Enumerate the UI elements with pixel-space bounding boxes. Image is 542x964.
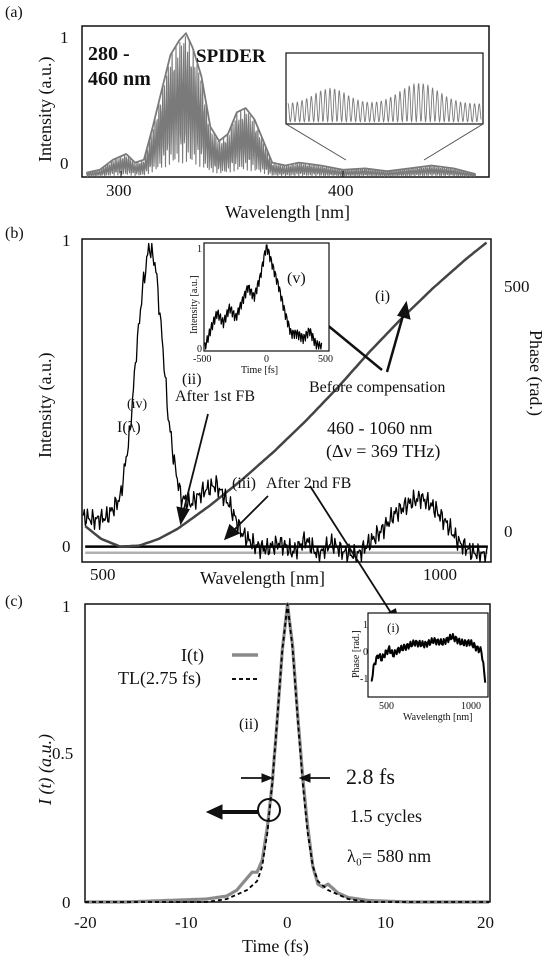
panel-b: (b) 1 0 500 0 500 1000 Wavelength [nm] I… (5, 225, 542, 626)
panel-a-inset-zoom-line-left (285, 123, 347, 161)
panel-b-inset-xtick-500: 500 (318, 354, 333, 365)
panel-a-ylabel: Intensity (a.u.) (35, 57, 56, 162)
panel-b-inset-ytick-0: 0 (197, 344, 202, 355)
panel-c-xtick-0: 0 (283, 913, 292, 932)
panel-b-phase-before-compensation (84, 241, 488, 548)
panel-c-series-It (84, 602, 490, 904)
panel-a-label: (a) (5, 4, 23, 21)
panel-c-inset-xtick-500: 500 (379, 701, 394, 712)
panel-c: (c) 1 0.5 0 -20 -10 0 10 20 Time (fs) I … (5, 593, 494, 957)
panel-b-frame (81, 238, 492, 563)
panel-c-ytick-0: 0 (62, 893, 71, 912)
panel-c-fwhm-arrow-left-head (261, 773, 274, 783)
panel-b-inset-ytick-1: 1 (197, 244, 202, 255)
panel-a-inset-series (287, 83, 482, 123)
panel-b-arrow-1stFB (182, 413, 209, 514)
panel-b-ylabel-right: Phase (rad.) (525, 330, 542, 416)
panel-c-series (84, 602, 490, 904)
panel-a-range-line1: 280 - (88, 43, 130, 65)
panel-b-xlabel: Wavelength [nm] (200, 568, 325, 588)
panel-c-inset-xlabel: Wavelength [nm] (403, 712, 472, 723)
panel-b-label-iv: (iv) (127, 397, 148, 412)
panel-a-spectrum-fringes (85, 36, 477, 178)
panel-c-inset-ylabel: Phase [rad.] (351, 630, 362, 678)
panel-a-xlabel: Wavelength [nm] (225, 202, 350, 222)
panel-a-xtick-300: 300 (106, 181, 132, 200)
panel-c-inset-label: (i) (387, 620, 399, 635)
panel-c-ylabel: I (t) (a.u.) (35, 734, 56, 806)
panel-b-inset-label-v: (v) (287, 270, 306, 287)
panel-b-label-iii: (iii) (232, 475, 256, 492)
panel-b-intensity-spectrum (82, 242, 488, 563)
panel-b-ytick-right-0: 0 (504, 522, 513, 541)
panel-c-legend-label-TL: TL(2.75 fs) (118, 668, 201, 689)
panel-a-ytick-0: 0 (60, 154, 69, 173)
panel-c-lambda0: λ₀= 580 nm (347, 846, 431, 866)
panel-c-xtick-neg10: -10 (175, 913, 198, 932)
panel-b-arrow-to-c-inset (309, 485, 394, 617)
panel-a-spectrum-envelope (86, 32, 476, 175)
panel-b-inset-temporal-profile (204, 244, 323, 350)
panel-b-label-i: (i) (375, 288, 390, 305)
panel-b-range: 460 - 1060 nm (327, 418, 433, 438)
panel-a-frame (81, 25, 490, 178)
panel-b-inset-xlabel: Time [fs] (241, 365, 278, 376)
panel-a: (a) 1 0 300 400 Wavelength [nm] Intensit… (5, 4, 490, 222)
panel-b-ytick-0: 0 (62, 537, 71, 556)
panel-c-inset-ytick-1: 1 (363, 620, 368, 631)
panel-c-cycles: 1.5 cycles (350, 806, 422, 826)
panel-b-label-ii-text: After 1st FB (175, 388, 255, 405)
panel-b-before-compensation: Before compensation (309, 379, 445, 396)
panel-b-inset-xtick-0: 0 (264, 354, 269, 365)
panel-b-ylabel: Intensity (a.u.) (35, 353, 56, 458)
panel-b-inset-ylabel: Intensity [a.u.] (189, 275, 200, 334)
panel-c-ytick-05: 0.5 (52, 744, 73, 763)
panel-b-xtick-1000: 1000 (423, 565, 457, 584)
panel-c-axis-arrow-head (205, 804, 223, 820)
panel-b-inset-series (204, 244, 323, 350)
panel-c-xtick-neg20: -20 (74, 913, 97, 932)
panel-c-label: (c) (5, 593, 23, 610)
panel-b-arrow-to-phase-head (397, 300, 411, 320)
panel-c-ytick-1: 1 (62, 597, 71, 616)
panel-b-label-iv-curve: I(λ) (117, 419, 141, 436)
panel-c-inset-phase (370, 633, 487, 683)
panel-c-xlabel: Time (fs) (242, 936, 309, 957)
panel-b-inset-xtick-neg500: -500 (193, 354, 211, 365)
panel-a-range-line2: 460 nm (88, 68, 151, 90)
panel-a-spider-label: SPIDER (196, 46, 266, 67)
panel-b-label-ii: (ii) (182, 371, 202, 388)
panel-a-inset-zoom-line-right (423, 123, 484, 161)
panel-b-arrow-1stFB-head (176, 506, 190, 526)
panel-c-xtick-10: 10 (377, 913, 394, 932)
panel-a-inset-fringes (287, 83, 482, 123)
panel-b-label: (b) (5, 225, 24, 242)
panel-c-inset-ytick-0: 0 (363, 647, 368, 658)
panel-c-inset-xtick-1000: 1000 (461, 701, 481, 712)
panel-a-series (85, 32, 477, 178)
panel-c-fwhm-markers (205, 773, 330, 822)
panel-c-xtick-20: 20 (477, 913, 494, 932)
panel-b-series (82, 241, 488, 563)
panel-b-ytick-right-500: 500 (504, 277, 530, 296)
panel-b-arrow-2ndFB-head (223, 523, 241, 541)
panel-c-legend: I(t) TL(2.75 fs) (118, 645, 258, 689)
panel-b-xtick-500: 500 (90, 565, 116, 584)
panel-b-label-iii-text: After 2nd FB (266, 475, 351, 492)
panel-b-ytick-1: 1 (62, 231, 71, 250)
panel-c-inset-series (370, 633, 487, 683)
panel-a-xtick-400: 400 (328, 181, 354, 200)
panel-b-arrow-2ndFB (231, 495, 269, 533)
panel-c-legend-label-It: I(t) (181, 645, 204, 666)
panel-b-bandwidth: (Δν = 369 THz) (326, 441, 440, 462)
panel-c-fwhm: 2.8 fs (346, 764, 395, 789)
panel-c-label-ii: (ii) (239, 716, 259, 733)
panel-a-ytick-1: 1 (60, 28, 69, 47)
panel-b-arrow-to-phase (385, 311, 406, 373)
panel-c-inset-ytick-neg1: -1 (360, 674, 368, 685)
panel-c-fwhm-arrow-right-head (298, 773, 311, 783)
